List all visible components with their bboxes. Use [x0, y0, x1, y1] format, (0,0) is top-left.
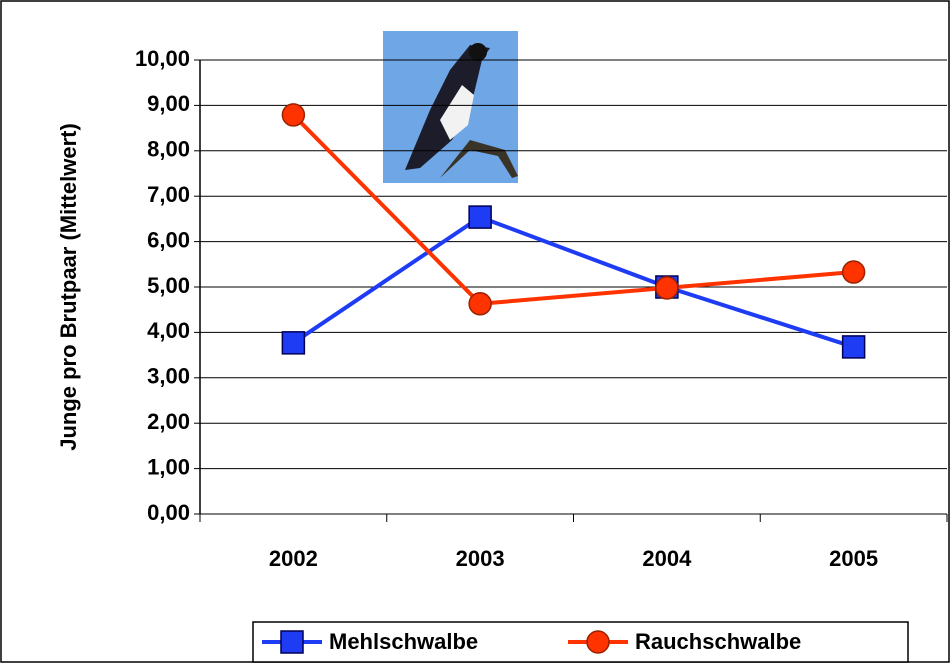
x-tick-label: 2002	[269, 546, 318, 571]
marker	[843, 261, 865, 283]
marker	[282, 332, 304, 354]
marker	[843, 336, 865, 358]
y-tick-label: 10,00	[135, 46, 190, 71]
bird-picture	[383, 31, 518, 183]
y-tick-label: 3,00	[147, 364, 190, 389]
y-tick-label: 8,00	[147, 137, 190, 162]
y-axis-label: Junge pro Brutpaar (Mittelwert)	[56, 123, 81, 451]
marker	[656, 277, 678, 299]
legend-label: Mehlschwalbe	[329, 629, 478, 654]
y-tick-label: 0,00	[147, 500, 190, 525]
y-tick-label: 9,00	[147, 91, 190, 116]
x-tick-label: 2004	[642, 546, 692, 571]
y-tick-label: 5,00	[147, 273, 190, 298]
legend-label: Rauchschwalbe	[635, 629, 801, 654]
y-tick-label: 2,00	[147, 409, 190, 434]
marker	[469, 206, 491, 228]
marker	[469, 293, 491, 315]
y-tick-label: 1,00	[147, 454, 190, 479]
y-tick-label: 4,00	[147, 318, 190, 343]
legend-marker	[587, 631, 609, 653]
marker	[282, 104, 304, 126]
chart: Junge pro Brutpaar (Mittelwert) 0,00 1,00…	[0, 0, 952, 664]
x-tick-label: 2005	[829, 546, 878, 571]
y-tick-label: 6,00	[147, 227, 190, 252]
y-tick-label: 7,00	[147, 182, 190, 207]
legend-marker	[281, 631, 303, 653]
x-tick-label: 2003	[456, 546, 505, 571]
